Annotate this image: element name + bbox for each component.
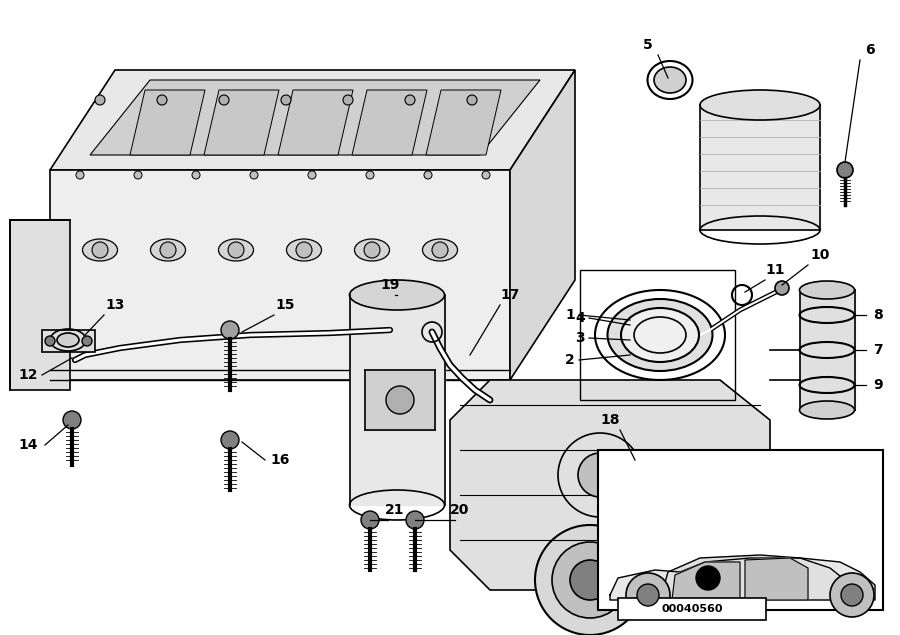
Circle shape bbox=[308, 171, 316, 179]
Circle shape bbox=[221, 431, 239, 449]
Circle shape bbox=[696, 566, 720, 590]
Circle shape bbox=[467, 95, 477, 105]
Circle shape bbox=[366, 171, 374, 179]
Polygon shape bbox=[352, 90, 427, 155]
Polygon shape bbox=[450, 380, 770, 590]
Circle shape bbox=[95, 95, 105, 105]
Circle shape bbox=[250, 171, 258, 179]
Circle shape bbox=[837, 162, 853, 178]
Text: 7: 7 bbox=[873, 343, 883, 357]
Text: 11: 11 bbox=[765, 263, 785, 277]
Circle shape bbox=[63, 411, 81, 429]
Circle shape bbox=[92, 242, 108, 258]
Polygon shape bbox=[278, 90, 353, 155]
Polygon shape bbox=[90, 80, 540, 155]
Circle shape bbox=[424, 171, 432, 179]
Polygon shape bbox=[660, 555, 845, 600]
Text: 20: 20 bbox=[450, 503, 470, 517]
Polygon shape bbox=[426, 90, 501, 155]
Text: 2: 2 bbox=[565, 353, 575, 367]
Bar bbox=[618, 598, 766, 620]
Polygon shape bbox=[50, 70, 575, 170]
Text: 9: 9 bbox=[873, 378, 883, 392]
Text: 8: 8 bbox=[873, 308, 883, 322]
Text: 12: 12 bbox=[18, 368, 38, 382]
Ellipse shape bbox=[57, 333, 79, 347]
Circle shape bbox=[578, 453, 622, 497]
Text: 1: 1 bbox=[565, 308, 575, 322]
Text: 19: 19 bbox=[381, 278, 400, 292]
Ellipse shape bbox=[422, 239, 457, 261]
Ellipse shape bbox=[608, 299, 713, 371]
Polygon shape bbox=[672, 562, 740, 600]
Polygon shape bbox=[800, 290, 855, 410]
Ellipse shape bbox=[799, 401, 854, 419]
Polygon shape bbox=[610, 558, 875, 600]
Text: 13: 13 bbox=[105, 298, 125, 312]
Text: 3: 3 bbox=[575, 331, 585, 345]
Circle shape bbox=[535, 525, 645, 635]
Circle shape bbox=[830, 573, 874, 617]
Bar bbox=[580, 270, 735, 400]
Bar bbox=[598, 450, 883, 610]
Circle shape bbox=[405, 95, 415, 105]
Text: 6: 6 bbox=[865, 43, 875, 57]
Circle shape bbox=[82, 336, 92, 346]
Polygon shape bbox=[50, 170, 510, 380]
Circle shape bbox=[386, 386, 414, 414]
Circle shape bbox=[364, 242, 380, 258]
Polygon shape bbox=[204, 90, 279, 155]
Polygon shape bbox=[700, 105, 820, 230]
Polygon shape bbox=[350, 295, 445, 505]
Circle shape bbox=[157, 95, 167, 105]
Text: 17: 17 bbox=[500, 288, 519, 302]
Circle shape bbox=[160, 242, 176, 258]
Text: 10: 10 bbox=[810, 248, 830, 262]
Polygon shape bbox=[365, 370, 435, 430]
Text: 18: 18 bbox=[600, 413, 620, 427]
Circle shape bbox=[221, 321, 239, 339]
Circle shape bbox=[570, 560, 610, 600]
Ellipse shape bbox=[355, 239, 390, 261]
Circle shape bbox=[841, 584, 863, 606]
Polygon shape bbox=[130, 90, 205, 155]
Circle shape bbox=[296, 242, 312, 258]
Circle shape bbox=[76, 171, 84, 179]
Ellipse shape bbox=[621, 308, 699, 362]
Circle shape bbox=[637, 584, 659, 606]
Circle shape bbox=[192, 171, 200, 179]
Circle shape bbox=[219, 95, 229, 105]
Circle shape bbox=[626, 573, 670, 617]
Text: 4: 4 bbox=[575, 311, 585, 325]
Ellipse shape bbox=[799, 281, 854, 299]
Polygon shape bbox=[10, 220, 70, 390]
Polygon shape bbox=[42, 330, 95, 352]
Ellipse shape bbox=[700, 90, 820, 120]
Circle shape bbox=[343, 95, 353, 105]
Text: 16: 16 bbox=[270, 453, 290, 467]
Circle shape bbox=[281, 95, 291, 105]
Ellipse shape bbox=[349, 280, 445, 310]
Circle shape bbox=[45, 336, 55, 346]
Text: 21: 21 bbox=[385, 503, 405, 517]
Text: 5: 5 bbox=[644, 38, 652, 52]
Circle shape bbox=[432, 242, 448, 258]
Circle shape bbox=[482, 171, 490, 179]
Polygon shape bbox=[745, 558, 808, 600]
Circle shape bbox=[228, 242, 244, 258]
Polygon shape bbox=[510, 70, 575, 380]
Ellipse shape bbox=[219, 239, 254, 261]
Ellipse shape bbox=[83, 239, 118, 261]
Ellipse shape bbox=[150, 239, 185, 261]
Ellipse shape bbox=[286, 239, 321, 261]
Circle shape bbox=[361, 511, 379, 529]
Text: 14: 14 bbox=[18, 438, 38, 452]
Circle shape bbox=[134, 171, 142, 179]
Circle shape bbox=[775, 281, 789, 295]
Text: 00040560: 00040560 bbox=[662, 604, 723, 614]
Text: 15: 15 bbox=[275, 298, 295, 312]
Circle shape bbox=[552, 542, 628, 618]
Circle shape bbox=[406, 511, 424, 529]
Ellipse shape bbox=[654, 67, 686, 93]
